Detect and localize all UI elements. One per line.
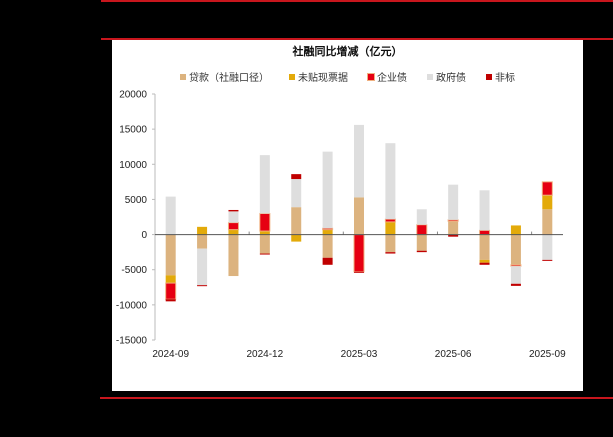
bar-segment xyxy=(479,229,491,236)
chart-legend: 贷款（社融口径） 未贴现票据 企业债 政府债 非标 xyxy=(112,69,583,84)
bar-segment xyxy=(322,257,333,265)
bar-segment xyxy=(228,234,239,277)
bar-segment xyxy=(165,234,176,276)
bar-segment xyxy=(259,253,270,255)
bar-segment xyxy=(354,124,364,198)
bar-segment xyxy=(479,234,490,260)
bar-segment xyxy=(197,285,208,287)
bar-segment xyxy=(291,234,302,242)
bar-segment xyxy=(385,252,396,254)
bar-segment xyxy=(228,229,239,235)
bar-segment xyxy=(197,234,208,249)
bar-segment xyxy=(228,209,239,212)
y-tick-label: 5000 xyxy=(125,195,148,206)
bar-segment xyxy=(165,275,176,284)
bar-segment xyxy=(510,234,521,265)
bar-segment xyxy=(510,283,521,286)
y-tick-label: -15000 xyxy=(116,336,148,347)
x-tick-label: 2024-12 xyxy=(246,349,283,360)
bar-segment xyxy=(448,234,459,237)
bar-segment xyxy=(384,218,396,223)
y-tick-label: 15000 xyxy=(119,125,147,136)
legend-item: 非标 xyxy=(486,69,515,84)
bar-segment xyxy=(479,262,490,265)
bar-segment xyxy=(197,226,208,235)
legend-swatch-icon xyxy=(368,73,374,80)
bar-segment xyxy=(385,221,396,235)
x-tick-label: 2025-09 xyxy=(529,349,566,360)
bar-segment xyxy=(416,234,427,251)
legend-item: 企业债 xyxy=(368,69,407,84)
legend-label: 贷款（社融口径） xyxy=(189,73,269,84)
legend-label: 非标 xyxy=(495,73,515,84)
legend-swatch-icon xyxy=(427,73,433,80)
bar-segment xyxy=(542,209,553,235)
y-tick-label: -10000 xyxy=(116,300,148,311)
bar-segment xyxy=(510,264,522,267)
bar-segment xyxy=(510,266,521,284)
y-tick-label: -5000 xyxy=(121,265,147,276)
y-tick-label: 0 xyxy=(141,230,147,241)
legend-swatch-icon xyxy=(180,73,186,80)
bar-segment xyxy=(385,234,396,253)
bar-segment xyxy=(354,271,364,273)
bar-segment xyxy=(259,212,271,232)
legend-item: 政府债 xyxy=(427,69,466,84)
x-tick-label: 2024-09 xyxy=(152,349,189,360)
bar-segment xyxy=(416,224,428,236)
header-bottom-rule xyxy=(101,38,613,40)
bar-segment xyxy=(259,231,270,235)
bar-segment xyxy=(291,207,302,235)
footer-rule xyxy=(100,397,613,399)
bar-segment xyxy=(165,299,176,302)
bar-segment xyxy=(542,195,553,210)
bar-segment xyxy=(385,143,396,220)
bar-segment xyxy=(322,234,333,258)
bar-segment xyxy=(228,211,239,223)
legend-label: 未贴现票据 xyxy=(298,73,348,84)
legend-label: 企业债 xyxy=(377,73,407,84)
bar-segment xyxy=(322,227,334,231)
bar-segment xyxy=(510,225,521,235)
y-tick-label: 10000 xyxy=(119,160,147,171)
legend-item: 未贴现票据 xyxy=(289,69,348,84)
bar-segment xyxy=(479,259,490,263)
header-top-rule xyxy=(101,0,613,2)
bar-segment xyxy=(447,219,459,222)
bar-segment xyxy=(448,221,459,235)
bar-segment xyxy=(416,209,427,225)
bar-segment xyxy=(197,248,208,286)
bar-segment xyxy=(542,259,553,261)
bar-segment xyxy=(227,222,239,231)
legend-swatch-icon xyxy=(289,73,295,80)
bar-segment xyxy=(353,234,365,273)
bar-segment xyxy=(416,250,427,253)
legend-label: 政府债 xyxy=(436,73,466,84)
bar-segment xyxy=(322,229,333,235)
x-tick-label: 2025-03 xyxy=(341,349,378,360)
bar-segment xyxy=(479,190,490,231)
legend-item: 贷款（社融口径） xyxy=(180,69,269,84)
bar-segment xyxy=(322,151,333,229)
plot-area: 20000 15000 10000 5000 0 -5000 -10000 -15000 202… xyxy=(116,90,566,361)
x-tick-label: 2025-06 xyxy=(435,349,472,360)
bar-segment xyxy=(541,181,553,196)
bar-segment xyxy=(448,184,459,220)
bar-segment xyxy=(354,197,364,235)
bar-segment xyxy=(165,196,176,235)
bar-segment xyxy=(291,174,302,180)
legend-swatch-icon xyxy=(486,73,492,80)
chart-panel: 社融同比增减（亿元） 贷款（社融口径） 未贴现票据 企业债 政府债 非标 20000 15… xyxy=(112,40,583,391)
bar-segment xyxy=(259,155,270,214)
bar-segment xyxy=(291,179,302,208)
bar-segment xyxy=(165,282,177,300)
chart-title: 社融同比增减（亿元） xyxy=(292,45,403,58)
bar-segment xyxy=(259,234,270,254)
bar-segment xyxy=(542,234,553,260)
y-tick-label: 20000 xyxy=(119,90,147,101)
